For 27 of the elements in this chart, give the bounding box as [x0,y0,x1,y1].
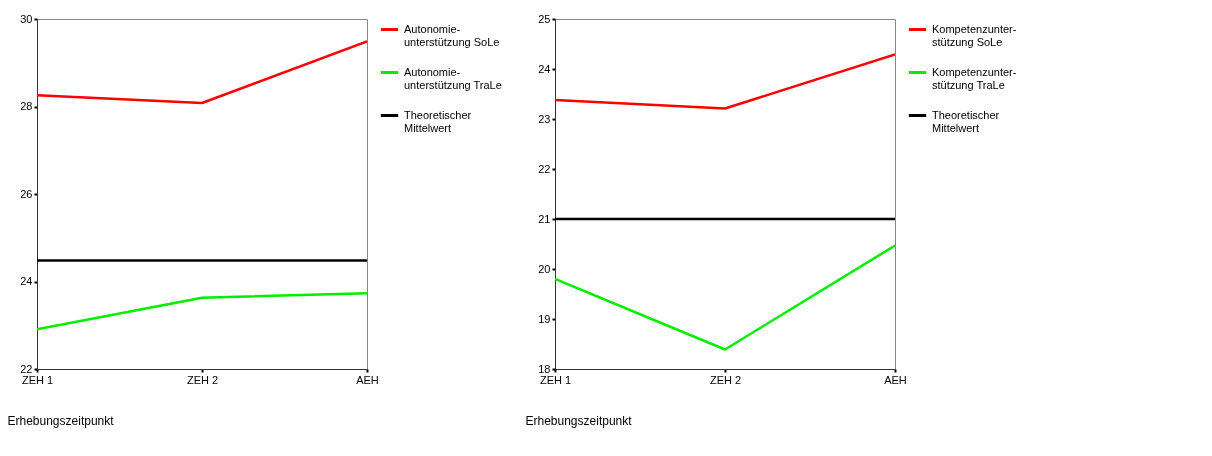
y-tick-label: 22 [538,162,551,175]
y-tick-label: 28 [20,100,33,112]
legend-label: Kompetenzunter- stützung SoLe [932,22,1017,48]
x-tick-label: AEH [356,373,379,386]
y-tick-label: 24 [538,62,551,75]
y-tick-label: 19 [538,312,551,325]
x-axis-title: Erhebungszeitpunkt [525,413,633,428]
legend-label: Autonomie- unterstützung SoLe [404,22,500,48]
y-tick-label: 18 [538,362,551,375]
y-tick-label: 24 [20,275,33,287]
x-tick-label: AEH [884,373,907,386]
y-tick-label: 20 [538,262,551,275]
y-tick-label: 30 [20,12,33,25]
y-tick-label: 21 [538,212,551,225]
x-tick-label: ZEH 2 [186,373,219,386]
x-tick-label: ZEH 2 [709,373,742,386]
legend-label: Theoretischer Mittelwert [932,108,1000,134]
legend-label: Theoretischer Mittelwert [404,108,472,134]
legend-label: Kompetenzunter- stützung TraLe [932,65,1017,91]
y-tick-label: 25 [538,12,551,25]
y-tick-label: 23 [538,112,551,125]
y-tick-label: 22 [20,362,33,375]
x-tick-label: ZEH 1 [539,373,572,386]
x-axis-title: Erhebungszeitpunkt [7,413,115,428]
y-tick-label: 26 [20,187,33,200]
x-tick-label: ZEH 1 [21,373,54,386]
legend-label: Autonomie- unterstützung TraLe [404,65,502,91]
